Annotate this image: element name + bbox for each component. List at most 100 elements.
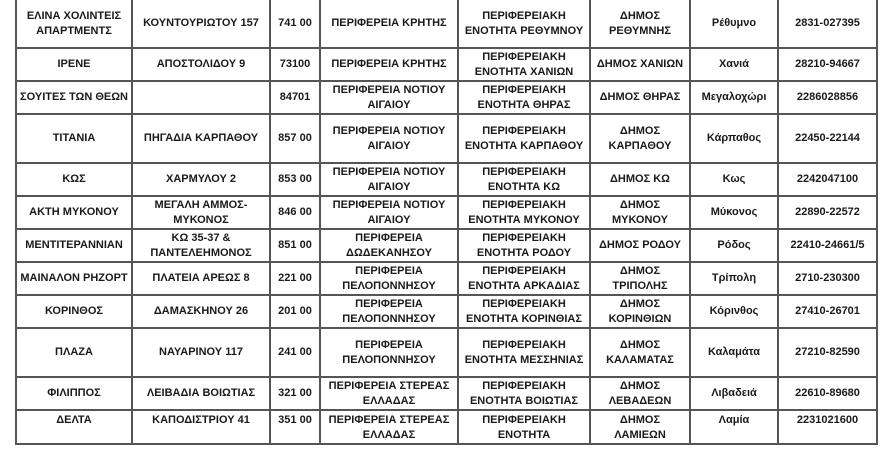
cell-address: ΔΑΜΑΣΚΗΝΟΥ 26 (131, 294, 271, 329)
municipality-text: ΔΗΜΟΣ ΛΑΜΙΕΩΝ (614, 414, 666, 441)
unit-text: ΠΕΡΙΦΕΡΕΙΑΚΗ ΕΝΟΤΗΤΑ ΑΡΚΑΔΙΑΣ (468, 264, 580, 292)
name-text: ΦΙΛΙΠΠΟΣ (47, 387, 101, 399)
phone-text: 28210-94667 (795, 58, 860, 70)
cell-name: ΜΑΙΝΑΛΟΝ ΡΗΖΟΡΤ (15, 261, 133, 296)
cell-unit: ΠΕΡΙΦΕΡΕΙΑΚΗ ΕΝΟΤΗΤΑ ΒΟΙΩΤΙΑΣ (457, 376, 591, 411)
name-text: ΜΑΙΝΑΛΟΝ ΡΗΖΟΡΤ (20, 272, 128, 284)
name-text: ΑΚΤΗ ΜΥΚΟΝΟΥ (29, 206, 119, 218)
table-row: ΕΛΙΝΑ ΧΟΛΙΝΤΕΙΣ ΑΠΑΡΤΜΕΝΤΣ ΚΟΥΝΤΟΥΡΙΩΤΟΥ … (15, 0, 878, 49)
postal-text: 241 00 (278, 346, 312, 358)
cell-region: ΠΕΡΙΦΕΡΕΙΑ ΠΕΛΟΠΟΝΝΗΣΟΥ (319, 261, 459, 296)
cell-municipality: ΔΗΜΟΣ ΚΟΡΙΝΘΙΩΝ (589, 294, 691, 329)
cell-region: ΠΕΡΙΦΕΡΕΙΑ ΝΟΤΙΟΥ ΑΙΓΑΙΟΥ (319, 195, 459, 230)
municipality-text: ΔΗΜΟΣ ΜΥΚΟΝΟΥ (611, 198, 669, 226)
phone-text: 2231021600 (796, 414, 859, 426)
city-text: Ρόδος (717, 239, 751, 251)
address-text: ΜΕΓΑΛΗ ΑΜΜΟΣ-ΜΥΚΟΝΟΣ (154, 198, 248, 226)
municipality-text: ΔΗΜΟΣ ΚΑΛΑΜΑΤΑΣ (606, 338, 674, 366)
municipality-text: ΔΗΜΟΣ ΚΩ (610, 173, 670, 185)
name-text: ΔΕΛΤΑ (56, 414, 92, 426)
name-text: ΣΟΥΙΤΕΣ ΤΩΝ ΘΕΩΝ (20, 91, 128, 103)
cell-region: ΠΕΡΙΦΕΡΕΙΑ ΠΕΛΟΠΟΝΝΗΣΟΥ (319, 327, 459, 378)
cell-postal: 221 00 (269, 261, 321, 296)
unit-text: ΠΕΡΙΦΕΡΕΙΑΚΗ ΕΝΟΤΗΤΑ (482, 414, 566, 441)
cell-postal: 84701 (269, 80, 321, 115)
municipality-text: ΔΗΜΟΣ ΚΑΡΠΑΘΟΥ (608, 124, 672, 152)
region-text: ΠΕΡΙΦΕΡΕΙΑ ΝΟΤΙΟΥ ΑΙΓΑΙΟΥ (332, 165, 446, 193)
cell-name: ΔΕΛΤΑ (15, 409, 133, 445)
cell-region: ΠΕΡΙΦΕΡΕΙΑ ΝΟΤΙΟΥ ΑΙΓΑΙΟΥ (319, 113, 459, 164)
postal-text: 741 00 (278, 17, 312, 29)
cell-name: ΑΚΤΗ ΜΥΚΟΝΟΥ (15, 195, 133, 230)
cell-municipality: ΔΗΜΟΣ ΚΑΛΑΜΑΤΑΣ (589, 327, 691, 378)
cell-postal: 851 00 (269, 228, 321, 263)
city-text: Λαμία (718, 414, 750, 426)
table-row: ΠΛΑΖΑ ΝΑΥΑΡΙΝΟΥ 117 241 00 ΠΕΡΙΦΕΡΕΙΑ ΠΕΛΟΠ… (15, 327, 878, 378)
cell-phone: 27210-82590 (777, 327, 878, 378)
postal-text: 321 00 (278, 387, 312, 399)
unit-text: ΠΕΡΙΦΕΡΕΙΑΚΗ ΕΝΟΤΗΤΑ ΘΗΡΑΣ (477, 83, 571, 111)
cell-city: Μύκονος (689, 195, 779, 230)
city-text: Λιβαδειά (711, 387, 757, 399)
municipality-text: ΔΗΜΟΣ ΛΕΒΑΔΕΩΝ (608, 379, 672, 407)
address-text: ΛΕΙΒΑΔΙΑ ΒΟΙΩΤΙΑΣ (146, 387, 256, 399)
cell-name: ΕΛΙΝΑ ΧΟΛΙΝΤΕΙΣ ΑΠΑΡΤΜΕΝΤΣ (15, 0, 133, 49)
postal-text: 857 00 (278, 132, 312, 144)
phone-text: 22450-22144 (795, 132, 860, 144)
region-text: ΠΕΡΙΦΕΡΕΙΑ ΠΕΛΟΠΟΝΝΗΣΟΥ (342, 264, 436, 292)
cell-phone: 2231021600 (777, 409, 878, 445)
cell-address: ΠΛΑΤΕΙΑ ΑΡΕΩΣ 8 (131, 261, 271, 296)
cell-city: Κόρινθος (689, 294, 779, 329)
cell-unit: ΠΕΡΙΦΕΡΕΙΑΚΗ ΕΝΟΤΗΤΑ ΜΥΚΟΝΟΥ (457, 195, 591, 230)
cell-city: Κως (689, 162, 779, 197)
cell-municipality: ΔΗΜΟΣ ΚΑΡΠΑΘΟΥ (589, 113, 691, 164)
region-text: ΠΕΡΙΦΕΡΕΙΑ ΚΡΗΤΗΣ (331, 17, 447, 29)
cell-address: ΠΗΓΑΔΙΑ ΚΑΡΠΑΘΟΥ (131, 113, 271, 164)
cell-unit: ΠΕΡΙΦΕΡΕΙΑΚΗ ΕΝΟΤΗΤΑ ΧΑΝΙΩΝ (457, 47, 591, 82)
cell-city: Ρόδος (689, 228, 779, 263)
postal-text: 851 00 (278, 239, 312, 251)
municipality-text: ΔΗΜΟΣ ΡΕΘΥΜΝΗΣ (609, 9, 671, 37)
address-text: ΚΩ 35-37 & ΠΑΝΤΕΛΕΗΜΟΝΟΣ (150, 231, 252, 259)
unit-text: ΠΕΡΙΦΕΡΕΙΑΚΗ ΕΝΟΤΗΤΑ ΚΟΡΙΝΘΙΑΣ (466, 297, 582, 325)
cell-unit: ΠΕΡΙΦΕΡΕΙΑΚΗ ΕΝΟΤΗΤΑ ΚΑΡΠΑΘΟΥ (457, 113, 591, 164)
cell-address: ΚΟΥΝΤΟΥΡΙΩΤΟΥ 157 (131, 0, 271, 49)
table-row: ΜΑΙΝΑΛΟΝ ΡΗΖΟΡΤ ΠΛΑΤΕΙΑ ΑΡΕΩΣ 8 221 00 ΠΕΡΙ… (15, 261, 878, 296)
phone-text: 2286028856 (796, 91, 859, 103)
cell-name: ΚΩΣ (15, 162, 133, 197)
name-text: ΚΟΡΙΝΘΟΣ (44, 305, 104, 317)
table-row: ΚΟΡΙΝΘΟΣ ΔΑΜΑΣΚΗΝΟΥ 26 201 00 ΠΕΡΙΦΕΡΕΙΑ ΠΕ… (15, 294, 878, 329)
cell-name: ΠΛΑΖΑ (15, 327, 133, 378)
unit-text: ΠΕΡΙΦΕΡΕΙΑΚΗ ΕΝΟΤΗΤΑ ΒΟΙΩΤΙΑΣ (469, 379, 579, 407)
cell-postal: 741 00 (269, 0, 321, 49)
unit-text: ΠΕΡΙΦΕΡΕΙΑΚΗ ΕΝΟΤΗΤΑ ΡΟΔΟΥ (476, 231, 572, 259)
address-text: ΝΑΥΑΡΙΝΟΥ 117 (159, 346, 243, 358)
cell-municipality: ΔΗΜΟΣ ΛΑΜΙΕΩΝ (589, 409, 691, 445)
cell-postal: 201 00 (269, 294, 321, 329)
cell-phone: 22890-22572 (777, 195, 878, 230)
address-text: ΚΟΥΝΤΟΥΡΙΩΤΟΥ 157 (143, 17, 259, 29)
phone-text: 22890-22572 (795, 206, 860, 218)
cell-address (131, 80, 271, 115)
cell-city: Λαμία (689, 409, 779, 445)
cell-city: Καλαμάτα (689, 327, 779, 378)
postal-text: 351 00 (278, 414, 312, 426)
region-text: ΠΕΡΙΦΕΡΕΙΑ ΠΕΛΟΠΟΝΝΗΣΟΥ (342, 338, 436, 366)
table-row: ΔΕΛΤΑ ΚΑΠΟΔΙΣΤΡΙΟΥ 41 351 00 ΠΕΡΙΦΕΡΕΙΑ ΣΤΕ… (15, 409, 878, 445)
cell-city: Χανιά (689, 47, 779, 82)
name-text: ΤΙΤΑΝΙΑ (52, 132, 96, 144)
phone-text: 27210-82590 (795, 346, 860, 358)
region-text: ΠΕΡΙΦΕΡΕΙΑ ΚΡΗΤΗΣ (331, 58, 447, 70)
cell-address: ΑΠΟΣΤΟΛΙΔΟΥ 9 (131, 47, 271, 82)
unit-text: ΠΕΡΙΦΕΡΕΙΑΚΗ ΕΝΟΤΗΤΑ ΜΕΣΣΗΝΙΑΣ (464, 338, 584, 366)
name-text: ΕΛΙΝΑ ΧΟΛΙΝΤΕΙΣ ΑΠΑΡΤΜΕΝΤΣ (26, 9, 122, 37)
unit-text: ΠΕΡΙΦΕΡΕΙΑΚΗ ΕΝΟΤΗΤΑ ΧΑΝΙΩΝ (474, 50, 574, 78)
cell-municipality: ΔΗΜΟΣ ΚΩ (589, 162, 691, 197)
phone-text: 2242047100 (796, 173, 859, 185)
cell-city: Μεγαλοχώρι (689, 80, 779, 115)
table-row: ΙΡΕΝΕ ΑΠΟΣΤΟΛΙΔΟΥ 9 73100 ΠΕΡΙΦΕΡΕΙΑ ΚΡΗΤΗΣ… (15, 47, 878, 82)
municipality-text: ΔΗΜΟΣ ΡΟΔΟΥ (598, 239, 682, 251)
address-text: ΠΛΑΤΕΙΑ ΑΡΕΩΣ 8 (152, 272, 250, 284)
phone-text: 22610-89680 (795, 387, 860, 399)
cell-unit: ΠΕΡΙΦΕΡΕΙΑΚΗ ΕΝΟΤΗΤΑ (457, 409, 591, 445)
